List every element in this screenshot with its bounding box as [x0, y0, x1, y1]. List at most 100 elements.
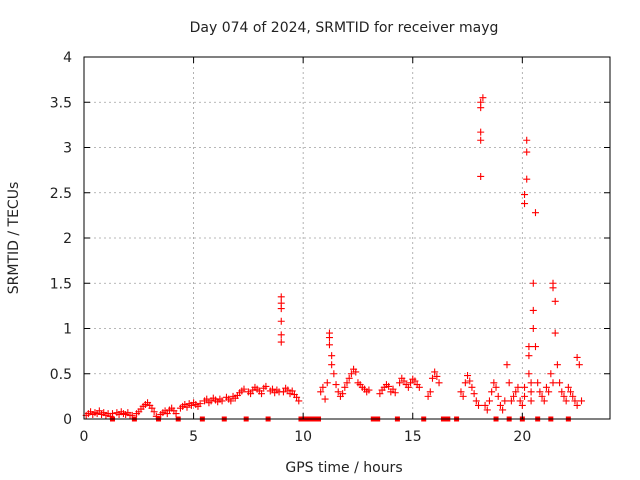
- data-point: [277, 305, 285, 313]
- y-tick-label: 3: [63, 141, 72, 157]
- data-point: [227, 397, 235, 405]
- data-point: [345, 374, 353, 382]
- data-point: [477, 98, 485, 106]
- data-point: [521, 383, 529, 391]
- data-point: [328, 361, 336, 369]
- data-point: [564, 383, 572, 391]
- data-point: [284, 386, 292, 394]
- data-point: [501, 397, 509, 405]
- data-point: [529, 279, 537, 287]
- data-point: [321, 395, 329, 403]
- data-point: [295, 397, 303, 405]
- data-point: [148, 404, 156, 412]
- data-point: [529, 306, 537, 314]
- y-tick-label: 4: [63, 50, 72, 66]
- data-point: [536, 388, 544, 396]
- data-point: [343, 379, 351, 387]
- data-point: [323, 379, 331, 387]
- data-point: [330, 370, 338, 378]
- data-point: [531, 343, 539, 351]
- data-point: [288, 387, 296, 395]
- data-point: [163, 410, 171, 418]
- x-tick-label: 0: [80, 429, 89, 445]
- y-tick-label: 0: [63, 412, 72, 428]
- data-point: [247, 390, 255, 398]
- x-tick-label: 15: [404, 429, 422, 445]
- data-point: [538, 392, 546, 400]
- data-point: [258, 390, 266, 398]
- data-point: [240, 385, 248, 393]
- data-point: [490, 379, 498, 387]
- data-point: [277, 317, 285, 325]
- data-point: [183, 403, 191, 411]
- data-point: [521, 191, 529, 199]
- data-point: [483, 406, 491, 414]
- data-point: [218, 397, 226, 405]
- data-point: [108, 410, 116, 418]
- data-point: [547, 370, 555, 378]
- data-point: [558, 388, 566, 396]
- data-point: [352, 368, 360, 376]
- data-point: [523, 175, 531, 183]
- data-point: [277, 331, 285, 339]
- data-point: [334, 388, 342, 396]
- data-point: [525, 370, 533, 378]
- data-point: [518, 401, 526, 409]
- data-point: [499, 406, 507, 414]
- data-point: [479, 94, 487, 102]
- y-tick-label: 3.5: [50, 95, 72, 111]
- y-tick-label: 0.5: [50, 367, 72, 383]
- data-point: [339, 390, 347, 398]
- data-point: [494, 392, 502, 400]
- data-point: [512, 388, 520, 396]
- data-point: [562, 397, 570, 405]
- data-point: [365, 386, 373, 394]
- data-point: [571, 397, 579, 405]
- data-point: [435, 379, 443, 387]
- grid-lines: [84, 57, 610, 419]
- data-point: [542, 383, 550, 391]
- data-point: [545, 388, 553, 396]
- data-point: [540, 397, 548, 405]
- data-point: [428, 374, 436, 382]
- data-point: [573, 353, 581, 361]
- data-point: [317, 388, 325, 396]
- data-point: [396, 379, 404, 387]
- data-point: [553, 361, 561, 369]
- x-tick-label: 5: [189, 429, 198, 445]
- data-point: [485, 397, 493, 405]
- data-point: [534, 379, 542, 387]
- data-point: [505, 379, 513, 387]
- data-point: [341, 383, 349, 391]
- data-point: [332, 381, 340, 389]
- data-point: [415, 383, 423, 391]
- data-point: [527, 388, 535, 396]
- data-point: [325, 334, 333, 342]
- data-point: [523, 136, 531, 144]
- y-tick-label: 1: [63, 322, 72, 338]
- data-point: [472, 397, 480, 405]
- data-point: [510, 392, 518, 400]
- data-point: [277, 338, 285, 346]
- data-point: [549, 284, 557, 292]
- data-point: [150, 408, 158, 416]
- data-point: [293, 393, 301, 401]
- x-axis-label: GPS time / hours: [285, 460, 402, 476]
- data-point: [268, 385, 276, 393]
- data-point: [470, 390, 478, 398]
- data-point: [426, 388, 434, 396]
- y-tick-label: 2.5: [50, 186, 72, 202]
- data-point: [492, 383, 500, 391]
- data-point: [481, 401, 489, 409]
- data-point: [477, 136, 485, 144]
- data-point: [560, 392, 568, 400]
- y-tick-label: 2: [63, 231, 72, 247]
- data-point: [488, 388, 496, 396]
- data-point: [496, 401, 504, 409]
- data-point: [464, 372, 472, 380]
- data-point: [569, 392, 577, 400]
- data-point: [389, 385, 397, 393]
- data-point: [551, 329, 559, 337]
